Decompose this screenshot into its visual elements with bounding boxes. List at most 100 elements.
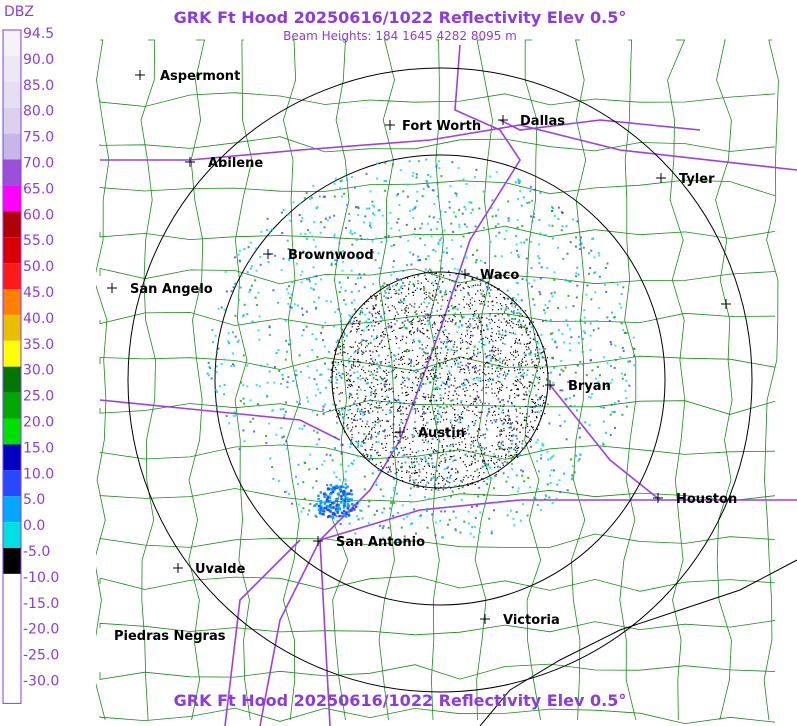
echo [334, 448, 337, 451]
echo [461, 427, 464, 429]
echo [526, 514, 529, 517]
echo [375, 374, 377, 377]
echo [433, 322, 436, 325]
echo [353, 418, 356, 421]
echo [455, 459, 457, 461]
echo [432, 284, 434, 286]
echo [335, 476, 338, 479]
echo [450, 495, 452, 498]
echo [243, 402, 246, 405]
echo [405, 350, 408, 353]
echo [518, 320, 521, 323]
echo [401, 301, 404, 303]
echo [444, 328, 447, 331]
echo [578, 427, 581, 430]
echo [491, 355, 493, 358]
echo [456, 478, 458, 480]
scale-label: 90.0 [23, 52, 54, 68]
echo [502, 360, 504, 362]
echo [435, 380, 437, 382]
echo [439, 462, 441, 464]
echo [471, 526, 474, 529]
echo [441, 536, 443, 539]
echo [474, 462, 476, 464]
echo [353, 320, 355, 322]
echo [380, 300, 382, 302]
echo [430, 442, 433, 444]
echo [303, 197, 306, 200]
echo [381, 214, 384, 217]
echo [424, 396, 426, 398]
echo [242, 315, 245, 318]
echo [557, 329, 560, 332]
echo [515, 408, 517, 410]
echo [437, 489, 440, 492]
echo [371, 335, 373, 337]
echo [412, 208, 415, 211]
echo [369, 190, 372, 193]
echo [427, 394, 429, 396]
echo [472, 378, 475, 381]
echo [625, 397, 628, 399]
echo [523, 351, 525, 353]
echo [408, 349, 411, 352]
echo [326, 508, 329, 511]
scale-label: -5.0 [23, 544, 50, 560]
echo [470, 201, 473, 204]
scale-label: 50.0 [23, 259, 54, 275]
echo [569, 397, 571, 400]
echo [453, 480, 455, 482]
echo [395, 376, 397, 378]
scale-label: 30.0 [23, 363, 54, 379]
echo [451, 436, 454, 438]
echo [373, 385, 375, 388]
echo [357, 352, 359, 354]
echo [517, 379, 519, 381]
echo [365, 238, 368, 241]
echo [447, 485, 450, 488]
echo [369, 399, 372, 401]
echo [512, 332, 515, 334]
echo [473, 454, 476, 457]
echo [362, 221, 365, 224]
echo [517, 395, 519, 397]
echo [438, 413, 441, 415]
echo [506, 297, 509, 300]
echo [370, 434, 373, 436]
echo [499, 433, 501, 435]
echo [525, 346, 527, 348]
echo [522, 470, 525, 473]
echo [430, 311, 433, 314]
echo [462, 411, 464, 413]
echo [482, 494, 485, 496]
echo [359, 444, 362, 447]
echo [444, 211, 447, 213]
echo [286, 239, 289, 242]
echo [382, 495, 385, 498]
echo [418, 381, 420, 383]
echo [579, 453, 582, 456]
echo [524, 324, 526, 326]
echo [525, 279, 528, 282]
echo [366, 453, 368, 455]
echo [485, 387, 487, 389]
echo [380, 363, 382, 365]
echo [371, 364, 373, 366]
echo [464, 395, 466, 397]
echo [266, 363, 269, 366]
echo [514, 342, 516, 344]
echo [465, 400, 468, 403]
echo [460, 400, 463, 403]
echo [516, 351, 519, 353]
echo [455, 358, 458, 361]
scale-label: -25.0 [23, 648, 59, 664]
echo [410, 334, 412, 336]
echo [406, 348, 408, 351]
echo [536, 488, 539, 490]
echo [398, 424, 400, 426]
echo [531, 398, 533, 400]
echo [481, 459, 484, 461]
echo [453, 437, 455, 440]
echo [470, 483, 472, 485]
echo [315, 467, 318, 470]
